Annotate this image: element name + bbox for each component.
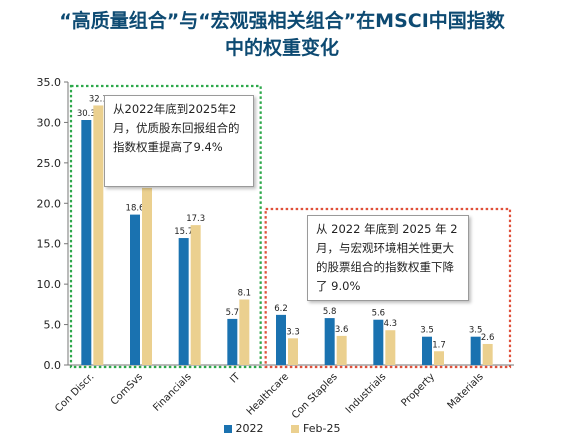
bar-1-0: [93, 105, 104, 365]
legend-item-feb25: Feb-25: [291, 422, 340, 435]
bar-1-1: [142, 187, 152, 365]
value-label-0-5: 5.8: [323, 307, 337, 317]
value-label-1-4: 3.3: [286, 327, 300, 337]
x-tick-label-7: Property: [399, 371, 437, 409]
bar-1-7: [434, 351, 444, 365]
legend-label-2022: 2022: [235, 422, 264, 435]
value-label-1-2: 17.3: [186, 214, 205, 224]
y-tick-label-5: 25.0: [37, 157, 62, 170]
legend-label-feb25: Feb-25: [303, 422, 341, 435]
legend-swatch-feb25: [291, 425, 300, 433]
y-tick-label-4: 20.0: [37, 197, 62, 210]
bar-1-6: [385, 330, 396, 365]
bar-1-2: [190, 225, 201, 365]
bar-0-3: [227, 318, 238, 365]
chart-title: “高质量组合”与“宏观强相关组合”在MSCI中国指数 中的权重变化: [0, 8, 564, 62]
bar-0-8: [470, 336, 481, 365]
x-tick-label-8: Materials: [446, 371, 486, 411]
bar-0-4: [276, 314, 286, 365]
bar-1-3: [239, 299, 250, 365]
value-label-1-5: 3.6: [335, 325, 349, 335]
value-label-1-7: 1.7: [432, 340, 446, 350]
title-line-2: 中的权重变化: [224, 37, 339, 59]
bar-0-7: [422, 336, 432, 365]
bar-0-2: [178, 238, 189, 365]
value-label-1-6: 4.3: [384, 319, 398, 329]
value-label-0-8: 3.5: [469, 326, 483, 336]
value-label-0-3: 5.7: [226, 308, 240, 318]
bar-1-5: [336, 335, 347, 365]
bar-0-5: [324, 318, 335, 365]
value-label-0-2: 15.7: [174, 227, 193, 237]
group-box-0: [69, 84, 262, 369]
bar-0-0: [81, 120, 92, 365]
value-label-1-3: 8.1: [238, 289, 252, 299]
bar-1-4: [288, 338, 298, 365]
y-tick-label-6: 30.0: [37, 116, 62, 129]
x-tick-label-4: Healthcare: [245, 371, 291, 417]
annotation-quality-portfolio: 从2022年底到2025年2月，优质股东回报组合的指数权重提高了9.4%: [104, 95, 254, 187]
y-tick-label-7: 35.0: [37, 76, 62, 89]
legend-swatch-2022: [223, 425, 232, 433]
group-box-1: [264, 207, 512, 369]
x-tick-label-2: Financials: [151, 371, 193, 413]
x-tick-label-0: Con Discr.: [53, 371, 96, 414]
y-tick-label-1: 5.0: [44, 319, 62, 332]
x-tick-label-5: Con Staples: [290, 371, 340, 421]
value-label-1-8: 2.6: [481, 333, 495, 343]
x-tick-label-6: Industrials: [344, 371, 389, 416]
legend-item-2022: 2022: [223, 422, 264, 435]
y-tick-label-0: 0.0: [44, 359, 62, 372]
value-label-1-0: 32.1: [89, 94, 108, 104]
value-label-0-7: 3.5: [420, 326, 434, 336]
value-label-0-1: 18.6: [126, 204, 145, 214]
title-line-1: “高质量组合”与“宏观强相关组合”在MSCI中国指数: [59, 10, 505, 32]
bar-0-6: [373, 319, 384, 365]
value-label-0-6: 5.6: [372, 309, 386, 319]
y-tick-label-3: 15.0: [37, 238, 62, 251]
value-label-0-4: 6.2: [274, 304, 288, 314]
value-label-0-0: 30.3: [77, 109, 96, 119]
x-tick-label-1: ComSvs: [109, 371, 145, 407]
x-tick-label-3: IT: [228, 371, 243, 386]
annotation-macro-portfolio: 从 2022 年底到 2025 年 2 月，与宏观环境相关性更大的股票组合的指数…: [307, 215, 469, 301]
bar-1-8: [482, 343, 493, 365]
y-tick-label-2: 10.0: [37, 278, 62, 291]
legend: 2022 Feb-25: [0, 422, 564, 435]
bar-0-1: [130, 214, 140, 365]
